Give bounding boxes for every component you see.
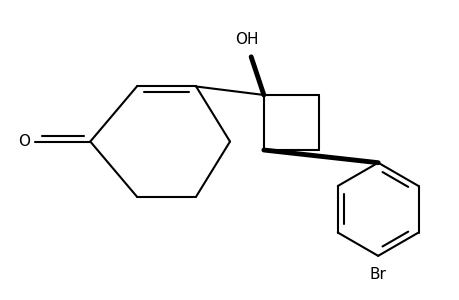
- Text: Br: Br: [369, 267, 386, 282]
- Text: O: O: [18, 134, 30, 149]
- Text: OH: OH: [235, 32, 258, 47]
